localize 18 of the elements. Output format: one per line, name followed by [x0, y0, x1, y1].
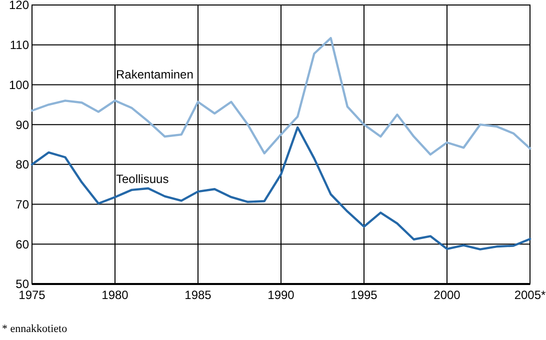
x-tick-label: 1995: [350, 288, 378, 302]
y-tick-label: 70: [16, 197, 30, 212]
x-tick-label: 1985: [184, 288, 212, 302]
x-tick-label: 1980: [102, 288, 129, 302]
y-tick-label: 90: [16, 118, 30, 132]
text: * ennakkotieto: [2, 323, 68, 335]
y-tick-label: 100: [8, 78, 30, 92]
y-tick-label: 120: [8, 0, 30, 12]
x-tick-label: 1990: [268, 288, 295, 302]
line-series: [30, 36, 532, 156]
y-tick-label: 80: [16, 158, 30, 172]
line-series: [30, 126, 532, 250]
y-tick-label: 60: [16, 237, 30, 252]
series-label: Rakentaminen: [116, 68, 194, 82]
x-tick-label: 2005*: [514, 288, 546, 302]
y-tick-label: 110: [10, 38, 30, 52]
x-tick-label: 2000: [434, 288, 461, 302]
series-label: Teollisuus: [116, 172, 169, 186]
